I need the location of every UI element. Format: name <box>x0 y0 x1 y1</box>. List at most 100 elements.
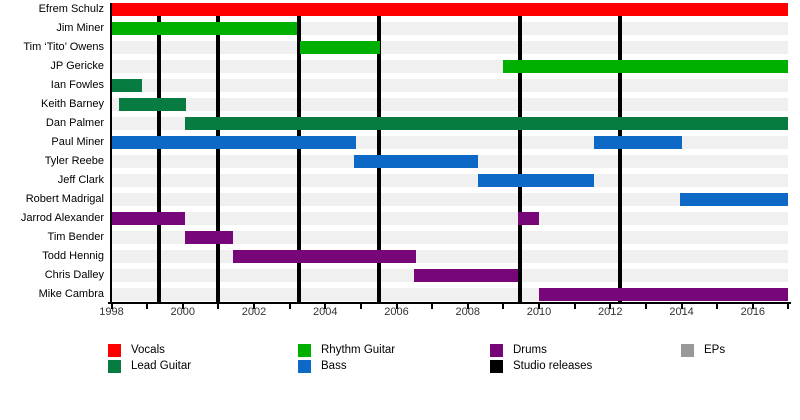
x-axis-tick <box>716 304 719 309</box>
legend-swatch-rhythm <box>298 344 311 357</box>
legend-item: Vocals <box>108 344 165 357</box>
member-name-label: JP Gericke <box>50 60 104 73</box>
legend-swatch-vocals <box>108 344 121 357</box>
x-axis-tick <box>217 304 220 309</box>
x-axis-tick-label: 2014 <box>669 306 694 318</box>
legend-swatch-lead <box>108 359 121 373</box>
legend-item: Rhythm Guitar <box>298 344 395 357</box>
member-name-label: Chris Dalley <box>44 269 104 282</box>
member-name-label: Keith Barney <box>41 98 104 111</box>
row-stripe <box>112 212 789 226</box>
x-axis-tick <box>680 304 683 309</box>
x-axis-tick <box>466 304 469 309</box>
member-tenure-bar <box>594 136 682 150</box>
x-axis-tick <box>395 304 398 309</box>
member-tenure-bar <box>111 3 789 16</box>
member-tenure-bar <box>111 79 142 93</box>
member-tenure-bar <box>679 193 789 207</box>
member-tenure-bar <box>232 250 417 264</box>
member-name-label: Paul Miner <box>51 136 104 149</box>
member-name-label: Jeff Clark <box>57 174 104 187</box>
legend-item: Studio releases <box>490 359 593 373</box>
member-tenure-bar <box>300 41 381 55</box>
studio-release-line <box>156 3 161 302</box>
x-axis-tick <box>573 304 576 309</box>
row-stripe <box>112 79 789 93</box>
member-name-label: Ian Fowles <box>50 79 104 92</box>
studio-release-line <box>216 3 221 302</box>
x-axis-tick-label: 2016 <box>740 306 766 318</box>
member-tenure-bar <box>184 231 233 245</box>
row-stripe <box>112 98 789 112</box>
x-axis-tick <box>431 304 434 309</box>
legend-label-eps: EPs <box>704 344 726 356</box>
member-tenure-bar <box>353 155 479 169</box>
legend-swatch-studio <box>490 359 503 373</box>
member-name-label: Tim ‘Tito’ Owens <box>23 41 104 54</box>
x-axis-tick <box>538 304 541 309</box>
member-name-label: Robert Madrigal <box>25 193 104 206</box>
member-name-label: Efrem Schulz <box>38 3 104 15</box>
x-axis-tick-label: 2004 <box>313 306 338 318</box>
row-stripe <box>112 174 789 188</box>
legend-item: Bass <box>298 359 347 373</box>
member-tenure-bar <box>539 288 789 302</box>
legend-label-lead: Lead Guitar <box>131 359 192 372</box>
member-name-label: Todd Hennig <box>42 250 104 263</box>
row-stripe <box>112 250 789 264</box>
member-name-label: Jarrod Alexander <box>20 212 104 225</box>
member-tenure-bar <box>503 60 789 74</box>
x-axis-tick-label: 2010 <box>526 306 552 318</box>
x-axis-tick <box>146 304 149 309</box>
member-tenure-bar <box>414 269 518 283</box>
x-axis-tick <box>181 304 184 309</box>
legend-label-rhythm: Rhythm Guitar <box>321 344 396 356</box>
x-axis-tick <box>253 304 256 309</box>
member-tenure-bar <box>118 98 187 112</box>
legend-label-vocals: Vocals <box>131 344 165 356</box>
x-axis-tick <box>502 304 505 309</box>
member-tenure-bar <box>517 212 540 226</box>
x-axis-tick-label: 2002 <box>241 306 267 318</box>
legend-swatch-bass <box>298 359 311 373</box>
member-name-label: Mike Cambra <box>38 288 104 301</box>
x-axis-tick <box>324 304 327 309</box>
studio-release-line <box>518 3 523 302</box>
member-name-label: Jim Miner <box>56 22 104 35</box>
member-tenure-bar <box>478 174 595 188</box>
member-name-label: Tim Bender <box>47 231 104 244</box>
studio-release-line <box>617 3 622 302</box>
legend-item: Lead Guitar <box>108 359 192 373</box>
x-axis-tick <box>359 304 362 309</box>
legend-label-studio: Studio releases <box>513 359 593 372</box>
x-axis-tick <box>288 304 291 309</box>
member-tenure-bar <box>111 212 185 226</box>
x-axis-tick-label: 2006 <box>384 306 409 318</box>
member-tenure-bar <box>111 22 297 36</box>
legend-label-bass: Bass <box>321 359 347 372</box>
x-axis-tick <box>609 304 612 309</box>
member-name-label: Dan Palmer <box>45 117 104 130</box>
member-tenure-bar <box>184 117 789 131</box>
x-axis-tick-label: 2000 <box>170 306 195 318</box>
x-axis-tick <box>644 304 647 309</box>
x-axis-line <box>108 302 792 304</box>
studio-release-line <box>376 3 381 302</box>
x-axis-tick <box>751 304 754 309</box>
x-axis-tick-label: 1998 <box>99 306 124 318</box>
studio-release-line <box>296 3 301 302</box>
member-tenure-bar <box>111 136 356 150</box>
legend-label-drums: Drums <box>513 344 547 356</box>
legend-swatch-eps <box>681 344 694 357</box>
x-axis-tick <box>787 304 790 309</box>
x-axis-tick-label: 2012 <box>598 306 623 318</box>
x-axis-tick-label: 2008 <box>455 306 481 318</box>
legend-swatch-drums <box>490 344 503 357</box>
x-axis-tick <box>110 304 113 309</box>
row-stripe <box>112 41 789 55</box>
member-name-label: Tyler Reebe <box>44 155 104 168</box>
legend-item: EPs <box>681 344 725 357</box>
plot-left-border <box>110 3 112 304</box>
legend-item: Drums <box>490 344 547 357</box>
